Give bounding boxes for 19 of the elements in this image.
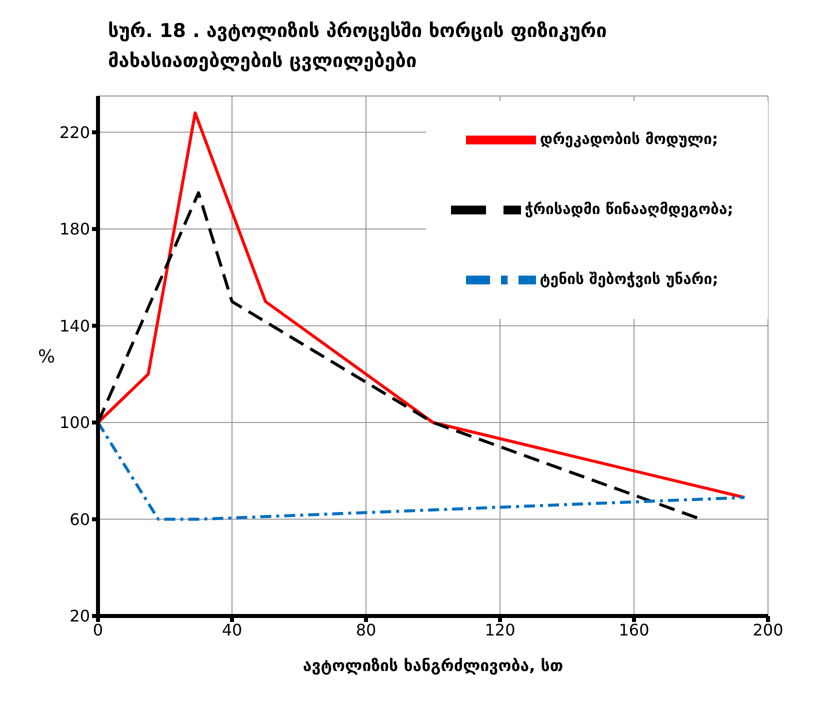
legend-label: დრეკადობის მოდული; bbox=[540, 130, 718, 148]
y-tick-label: 140 bbox=[59, 316, 90, 336]
legend-label: ჭრისადმი წინააღმდეგობა; bbox=[524, 200, 734, 218]
legend-label: ტენის შებოჭვის უნარი; bbox=[540, 270, 718, 288]
y-tick-label: 220 bbox=[59, 122, 90, 142]
y-tick-label: 100 bbox=[59, 413, 90, 432]
x-tick-label: 200 bbox=[752, 620, 784, 640]
y-tick-label: 60 bbox=[70, 510, 90, 529]
x-tick-label: 120 bbox=[484, 620, 516, 640]
x-tick-label: 80 bbox=[356, 620, 376, 640]
y-tick-label: 180 bbox=[59, 220, 90, 239]
chart-title: სურ. 18 . ავტოლიზის პროცესში ხორცის ფიზიკური მახასიათებლების ცვლილებები bbox=[107, 19, 608, 74]
x-tick-label: 40 bbox=[222, 620, 242, 640]
y-tick-label: 20 bbox=[70, 606, 90, 626]
y-axis-title: % bbox=[38, 346, 56, 368]
x-tick-label: 0 bbox=[92, 620, 104, 640]
x-tick-label: 160 bbox=[618, 620, 650, 640]
x-axis-title: ავტოლიზის ხანგრძლივობა, სთ bbox=[302, 656, 564, 675]
line-series bbox=[98, 111, 746, 499]
